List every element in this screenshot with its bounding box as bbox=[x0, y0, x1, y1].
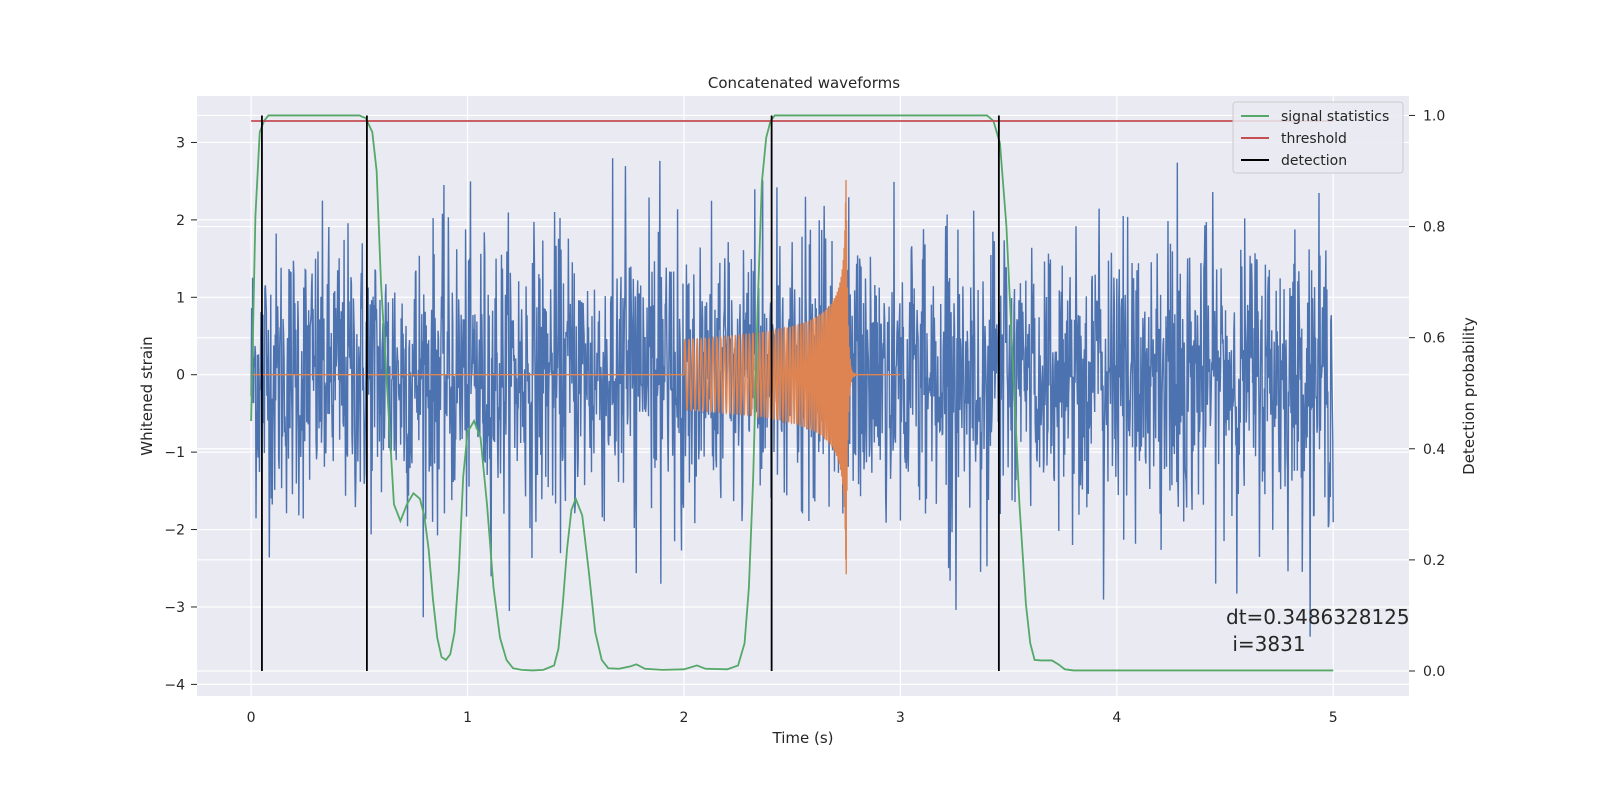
plot-series bbox=[250, 114, 1334, 672]
y-tick-label: 0 bbox=[176, 368, 185, 384]
y-tick-label: −3 bbox=[164, 600, 185, 616]
legend-entry: threshold bbox=[1281, 131, 1347, 147]
annotation-line: dt=0.3486328125 bbox=[1226, 605, 1410, 629]
y-tick-label: 1 bbox=[176, 290, 185, 306]
legend-entry: signal statistics bbox=[1281, 109, 1389, 125]
y-tick-label: 3 bbox=[176, 135, 185, 151]
y-axis-right-label: Detection probability bbox=[1460, 317, 1478, 475]
chirp-waveform-series bbox=[251, 180, 901, 575]
detection-lines bbox=[261, 115, 1000, 671]
y-right-tick-label: 0.6 bbox=[1423, 331, 1445, 347]
x-axis-ticks: 0 1 2 3 4 5 bbox=[247, 710, 1338, 726]
x-tick-label: 1 bbox=[463, 710, 472, 726]
y-right-tick-label: 0.0 bbox=[1423, 664, 1445, 680]
y-tick-label: −1 bbox=[164, 445, 185, 461]
x-axis-label: Time (s) bbox=[772, 729, 834, 747]
y-axis-left-label: Whitened strain bbox=[138, 336, 156, 455]
x-tick-label: 5 bbox=[1329, 710, 1338, 726]
y-tick-label: 2 bbox=[176, 213, 185, 229]
y-right-tick-label: 0.2 bbox=[1423, 553, 1445, 569]
dt-annotation: dt=0.3486328125 i=3831 bbox=[1226, 605, 1410, 656]
x-tick-label: 3 bbox=[896, 710, 905, 726]
x-tick-label: 4 bbox=[1112, 710, 1121, 726]
legend-box bbox=[1232, 101, 1404, 174]
y-axis-left-ticks: −4 −3 −2 −1 0 1 2 3 bbox=[164, 135, 197, 693]
y-right-tick-label: 0.8 bbox=[1423, 220, 1445, 236]
y-right-tick-label: 0.4 bbox=[1423, 442, 1445, 458]
x-tick-label: 0 bbox=[247, 710, 256, 726]
y-right-tick-label: 1.0 bbox=[1423, 108, 1445, 124]
legend: signal statistics threshold detection bbox=[1232, 101, 1404, 174]
annotation-line: i=3831 bbox=[1226, 632, 1306, 656]
y-axis-right-ticks: 0.0 0.2 0.4 0.6 0.8 1.0 bbox=[1409, 108, 1445, 680]
y-tick-label: −4 bbox=[164, 677, 185, 693]
x-tick-label: 2 bbox=[680, 710, 689, 726]
legend-entry: detection bbox=[1281, 153, 1347, 169]
y-tick-label: −2 bbox=[164, 523, 185, 539]
strain-noise-series bbox=[250, 158, 1334, 637]
chart-title: Concatenated waveforms bbox=[708, 74, 900, 92]
